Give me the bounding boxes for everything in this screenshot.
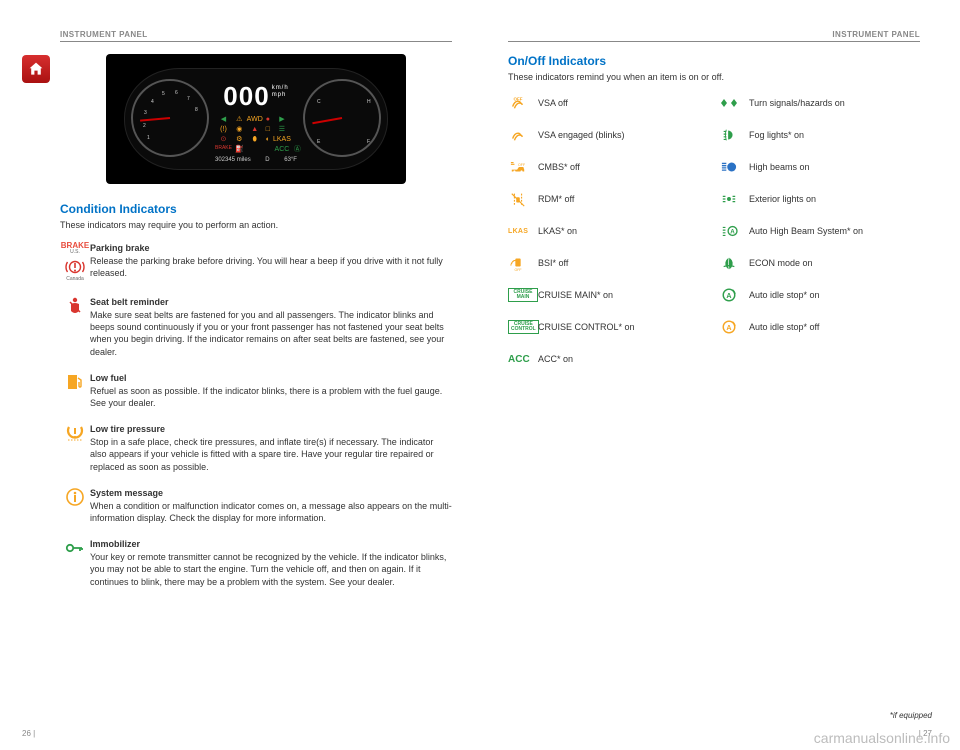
ind-highbeam: High beams on [719, 158, 920, 176]
ind-econ: ECON mode on [719, 254, 920, 272]
svg-text:1: 1 [147, 135, 150, 141]
rdm-icon [508, 191, 538, 207]
auto-idle-stop-off-icon [719, 319, 749, 335]
high-beam-icon [719, 159, 749, 175]
ind-fog: Fog lights* on [719, 126, 920, 144]
turn-signal-icon [719, 95, 749, 111]
lkas-icon: LKAS [508, 228, 538, 235]
svg-text:2: 2 [143, 123, 146, 129]
header-left: INSTRUMENT PANEL [60, 30, 452, 42]
system-msg-icon [60, 487, 90, 524]
ind-ais-on: Auto idle stop* on [719, 286, 920, 304]
svg-text:6: 6 [175, 90, 178, 96]
dashboard-illustration: 12345678 C H E F 000 km/h m [106, 54, 406, 184]
svg-text:H: H [367, 99, 371, 105]
vsa-off-icon [508, 95, 538, 111]
econ-icon [719, 255, 749, 271]
page-num-left: 26 | [22, 729, 35, 738]
acc-icon: ACC [508, 354, 538, 365]
page-left: INSTRUMENT PANEL 12345678 C H E F [0, 0, 480, 750]
watermark: carmanualsonline.info [814, 730, 950, 746]
ind-rdm: RDM* off [508, 190, 709, 208]
svg-text:7: 7 [187, 96, 190, 102]
ind-vsa-off: VSA off [508, 94, 709, 112]
svg-text:4: 4 [151, 99, 154, 105]
indicator-fuel: Low fuelRefuel as soon as possible. If t… [60, 372, 452, 409]
ind-cruise-ctrl: CRUISE CONTROLCRUISE CONTROL* on [508, 318, 709, 336]
svg-text:3: 3 [144, 110, 147, 116]
page-right: INSTRUMENT PANEL On/Off Indicators These… [480, 0, 960, 750]
ind-ais-off: Auto idle stop* off [719, 318, 920, 336]
header-text: INSTRUMENT PANEL [60, 30, 148, 39]
ind-vsa-on: VSA engaged (blinks) [508, 126, 709, 144]
auto-highbeam-icon [719, 223, 749, 239]
brake-icon: BRAKE U.S. Canada [60, 242, 90, 282]
immobilizer-icon [60, 538, 90, 588]
indicator-parking-brake: BRAKE U.S. Canada Parking brake Release … [60, 242, 452, 282]
header-right: INSTRUMENT PANEL [508, 30, 920, 42]
svg-text:F: F [367, 139, 370, 145]
ind-extlights: Exterior lights on [719, 190, 920, 208]
speed-value: 000 [223, 81, 269, 112]
onoff-title: On/Off Indicators [508, 54, 920, 68]
ind-lkas: LKASLKAS* on [508, 222, 709, 240]
indicator-seatbelt: Seat belt reminderMake sure seat belts a… [60, 296, 452, 358]
seatbelt-icon [60, 296, 90, 358]
indicator-system: System messageWhen a condition or malfun… [60, 487, 452, 524]
vsa-on-icon [508, 127, 538, 143]
home-icon[interactable] [22, 55, 50, 83]
ind-turn: Turn signals/hazards on [719, 94, 920, 112]
bsi-icon [508, 255, 538, 271]
ind-cmbs: CMBS* off [508, 158, 709, 176]
cruise-ctrl-icon: CRUISE CONTROL [508, 320, 538, 334]
svg-text:5: 5 [162, 91, 165, 97]
condition-intro: These indicators may require you to perf… [60, 220, 452, 230]
ind-ahb: Auto High Beam System* on [719, 222, 920, 240]
exterior-lights-icon [719, 191, 749, 207]
auto-idle-stop-on-icon [719, 287, 749, 303]
ind-cruise-main: CRUISE MAINCRUISE MAIN* on [508, 286, 709, 304]
ind-acc: ACCACC* on [508, 350, 709, 368]
fog-light-icon [719, 127, 749, 143]
indicator-immobilizer: ImmobilizerYour key or remote transmitte… [60, 538, 452, 588]
ind-bsi: BSI* off [508, 254, 709, 272]
condition-title: Condition Indicators [60, 202, 452, 216]
onoff-intro: These indicators remind you when an item… [508, 72, 920, 82]
svg-text:8: 8 [195, 107, 198, 113]
indicator-tpms: Low tire pressureStop in a safe place, c… [60, 423, 452, 473]
cruise-main-icon: CRUISE MAIN [508, 288, 538, 302]
footnote: *if equipped [890, 711, 932, 720]
fuel-icon [60, 372, 90, 409]
svg-text:C: C [317, 99, 321, 105]
tpms-icon [60, 423, 90, 473]
svg-text:E: E [317, 139, 321, 145]
cmbs-icon [508, 159, 538, 175]
